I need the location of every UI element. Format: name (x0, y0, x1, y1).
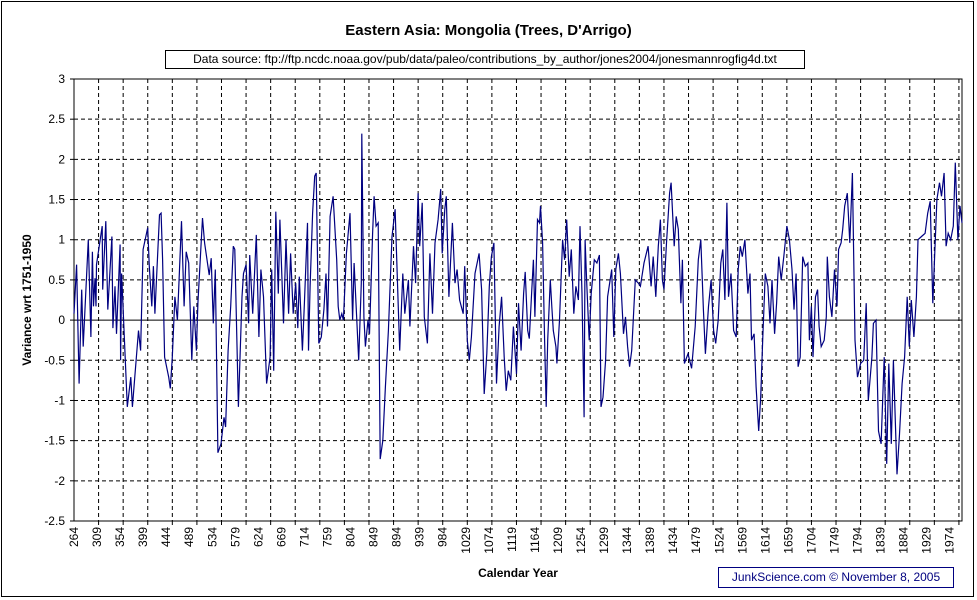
y-tick-label: 0.5 (48, 273, 65, 287)
x-tick-label: 1614 (758, 527, 772, 554)
y-tick-label: -2.5 (44, 514, 65, 528)
x-tick-label: 669 (274, 527, 288, 547)
x-tick-label: 1209 (551, 527, 565, 554)
x-tick-label: 579 (228, 527, 242, 547)
y-tick-label: 3 (58, 72, 65, 86)
x-tick-label: 534 (205, 527, 219, 547)
x-axis-label: Calendar Year (478, 566, 558, 580)
x-tick-label: 1659 (781, 527, 795, 554)
x-tick-label: 984 (436, 527, 450, 547)
x-tick-label: 624 (251, 527, 265, 547)
x-tick-label: 1119 (505, 527, 519, 552)
x-tick-label: 1749 (827, 527, 841, 554)
x-tick-label: 1029 (459, 527, 473, 554)
y-tick-label: 2 (58, 152, 65, 166)
y-tick-label: -0.5 (44, 353, 65, 367)
data-source-box: Data source: ftp://ftp.ncdc.noaa.gov/pub… (165, 50, 805, 69)
x-tick-label: 1839 (874, 527, 888, 554)
x-tick-label: 489 (182, 527, 196, 547)
x-tick-label: 1929 (920, 527, 934, 554)
y-tick-label: 1.5 (48, 193, 65, 207)
y-tick-label: 1 (58, 233, 65, 247)
x-tick-label: 714 (297, 527, 311, 547)
x-tick-label: 399 (136, 527, 150, 547)
y-tick-label: -2 (54, 474, 65, 488)
x-axis: 264 309 354 399 444 489 534 579 624 669 714 759 804 8… (67, 527, 957, 554)
credit-box: JunkScience.com © November 8, 2005 (718, 567, 954, 588)
x-tick-label: 1794 (851, 527, 865, 554)
x-tick-label: 1434 (666, 527, 680, 554)
series-line (73, 133, 963, 475)
x-tick-label: 849 (367, 527, 381, 547)
x-tick-label: 894 (390, 527, 404, 547)
y-tick-label: 0 (58, 313, 65, 327)
y-tick-label: 2.5 (48, 112, 65, 126)
y-tick-label: -1 (54, 393, 65, 407)
x-tick-label: 264 (67, 527, 81, 547)
x-tick-label: 1569 (735, 527, 749, 554)
y-tick-label: -1.5 (44, 434, 65, 448)
x-tick-label: 1389 (643, 527, 657, 554)
x-tick-label: 1704 (804, 527, 818, 554)
x-tick-label: 804 (344, 527, 358, 547)
x-tick-label: 444 (159, 527, 173, 547)
x-tick-label: 1479 (689, 527, 703, 554)
x-tick-label: 939 (413, 527, 427, 547)
x-tick-label: 354 (113, 527, 127, 547)
x-tick-label: 1074 (482, 527, 496, 554)
x-tick-label: 1299 (597, 527, 611, 554)
x-tick-label: 759 (320, 527, 334, 547)
plot-area (73, 78, 963, 522)
gridlines (74, 79, 962, 525)
x-tick-label: 1164 (528, 527, 542, 553)
x-tick-label: 1884 (897, 527, 911, 554)
y-axis-label: Variance wrt 1751-1950 (20, 234, 34, 366)
x-tick-label: 1254 (574, 527, 588, 554)
x-tick-label: 309 (90, 527, 104, 547)
x-tick-label: 1524 (712, 527, 726, 554)
x-tick-label: 1974 (943, 527, 957, 554)
chart-title: Eastern Asia: Mongolia (Trees, D'Arrigo) (345, 22, 632, 39)
x-tick-label: 1344 (620, 527, 634, 554)
y-axis: 3 2.5 2 1.5 1 0.5 0 -0.5 -1 -1.5 -2 -2.5 (44, 72, 74, 528)
